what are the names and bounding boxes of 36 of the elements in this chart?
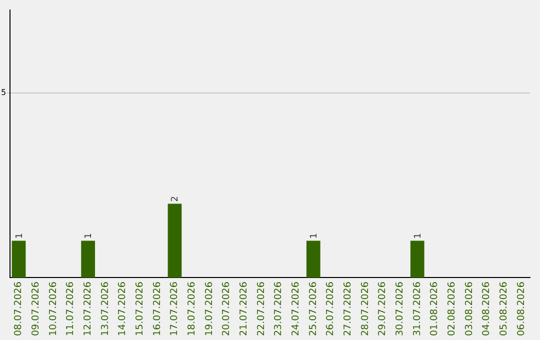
x-tick-label: 29.07.2026 — [377, 282, 388, 336]
data-label: 1 — [84, 232, 94, 239]
x-tick-label: 21.07.2026 — [238, 282, 250, 336]
x-tick-label: 17.07.2026 — [169, 282, 180, 336]
y-tick-label: 5 — [0, 88, 6, 98]
x-tick-label: 20.07.2026 — [221, 282, 232, 336]
x-tick-label: 25.07.2026 — [308, 282, 319, 336]
x-tick-label: 12.07.2026 — [82, 282, 94, 336]
x-tick-label: 14.07.2026 — [117, 282, 128, 336]
data-label: 2 — [170, 196, 181, 202]
x-tick-label: 16.07.2026 — [152, 282, 163, 336]
x-tick-label: 22.07.2026 — [256, 282, 267, 336]
x-tick-label: 31.07.2026 — [412, 282, 423, 336]
x-tick-label: 23.07.2026 — [273, 282, 284, 336]
data-label: 1 — [413, 232, 424, 239]
x-tick-label: 03.08.2026 — [464, 282, 475, 336]
x-tick-label: 15.07.2026 — [134, 282, 146, 336]
x-tick-label: 01.08.2026 — [429, 282, 440, 336]
x-tick-label: 18.07.2026 — [186, 282, 198, 336]
x-tick-label: 04.08.2026 — [481, 282, 492, 336]
x-tick-label: 08.07.2026 — [13, 282, 24, 336]
x-tick-label: 19.07.2026 — [204, 282, 215, 336]
x-tick-label: 09.07.2026 — [30, 282, 42, 336]
x-tick-label: 11.07.2026 — [65, 282, 76, 336]
data-label: 1 — [14, 232, 25, 239]
x-tick-label: 02.08.2026 — [446, 282, 458, 336]
x-tick-label: 13.07.2026 — [100, 282, 111, 336]
x-tick-label: 27.07.2026 — [342, 282, 354, 336]
x-tick-label: 05.08.2026 — [498, 282, 510, 336]
x-tick-label: 30.07.2026 — [394, 282, 406, 336]
x-tick-label: 28.07.2026 — [360, 282, 371, 336]
x-tick-label: 24.07.2026 — [290, 282, 302, 336]
x-tick-label: 10.07.2026 — [48, 282, 59, 336]
data-label: 1 — [309, 232, 320, 239]
x-tick-label: 06.08.2026 — [516, 282, 527, 336]
x-tick-label: 26.07.2026 — [325, 282, 336, 336]
